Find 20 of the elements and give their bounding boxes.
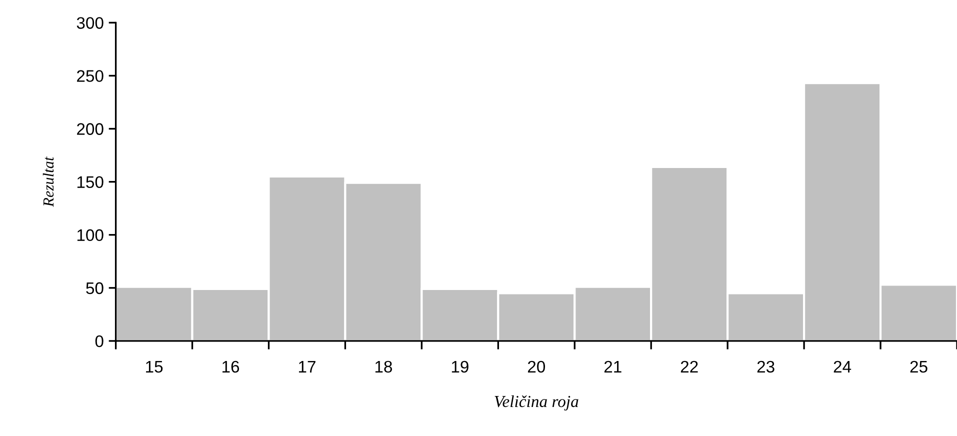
x-tick-label: 16 [222,360,240,373]
x-tick-label: 18 [375,360,392,373]
y-tick-label: 100 [77,229,104,242]
y-tick-label: 50 [86,282,104,294]
x-tick-label: 23 [757,360,774,373]
y-axis-title: Rezultat [42,156,54,207]
y-tick-label: 0 [95,335,104,348]
y-tick-label: 300 [76,17,104,29]
x-tick-label: 25 [910,360,928,373]
x-tick-label: 19 [452,360,468,373]
x-tick-label: 17 [298,361,316,372]
y-tick-label: 200 [77,123,104,135]
x-axis-title: Veličina roja [494,395,578,411]
x-tick-label: 21 [604,360,622,372]
x-tick-label: 20 [528,360,546,373]
x-tick-label: 24 [834,360,852,372]
y-tick-label: 150 [77,176,104,188]
x-tick-label: 15 [146,361,163,373]
x-tick-label: 22 [680,360,698,372]
y-tick-label: 250 [77,70,104,82]
